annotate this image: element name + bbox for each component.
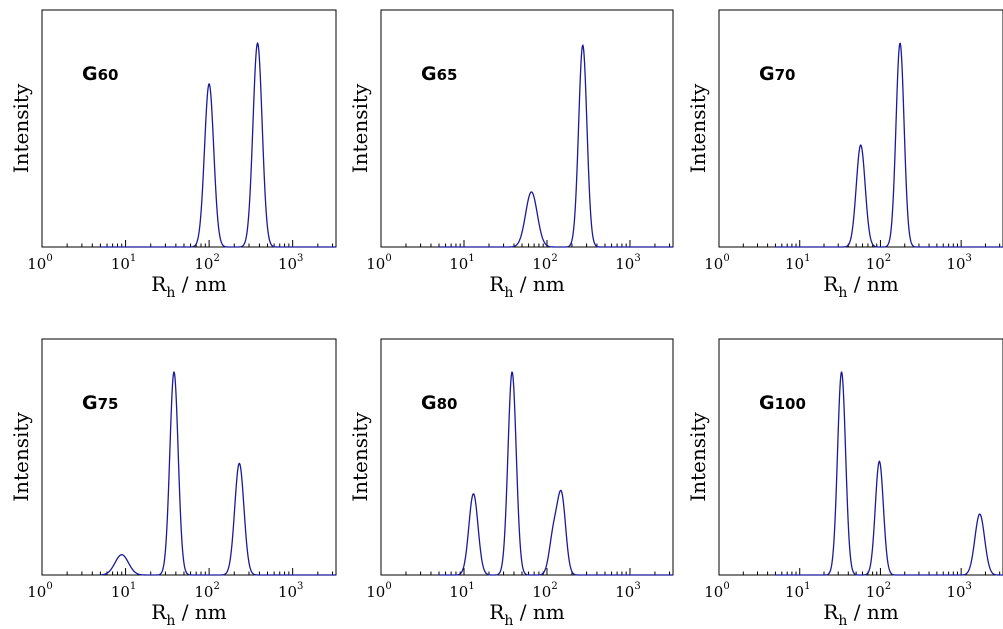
- distribution-curve: [439, 371, 673, 576]
- y-axis-label: Intensity: [686, 412, 710, 502]
- panel-label: G65: [421, 63, 457, 85]
- x-tick-label: 100: [704, 581, 729, 601]
- plot-frame: [718, 9, 1003, 248]
- plot-frame: [41, 9, 337, 248]
- x-axis-label: Rh / nm: [489, 600, 564, 629]
- x-tick-label: 102: [532, 581, 557, 601]
- x-tick-label: 102: [866, 581, 891, 601]
- chart-panel-65: 100 101 102 103 Rh / nm Intensity G65: [348, 9, 674, 301]
- x-tick-label: 100: [27, 581, 52, 601]
- y-axis-label: Intensity: [348, 412, 372, 502]
- distribution-curve: [775, 42, 1003, 248]
- panel-label: G80: [421, 392, 457, 414]
- x-tick-label: 100: [366, 253, 391, 273]
- distribution-curve: [439, 44, 673, 248]
- plot-frame: [380, 338, 674, 576]
- x-tick-label: 102: [866, 253, 891, 273]
- y-axis-label: Intensity: [9, 83, 33, 173]
- plot-frame: [380, 9, 674, 248]
- chart-panel-60: 100 101 102 103 Rh / nm Intensity G60: [9, 9, 337, 301]
- x-axis-label: Rh / nm: [151, 272, 226, 301]
- x-tick-label: 101: [111, 253, 136, 273]
- x-tick-label: 103: [278, 253, 303, 273]
- panel-label: G60: [82, 63, 118, 85]
- y-axis-label: Intensity: [686, 83, 710, 173]
- x-tick-label: 101: [785, 581, 810, 601]
- x-tick-label: 101: [785, 253, 810, 273]
- plot-frame: [41, 338, 337, 576]
- x-axis-label: Rh / nm: [489, 272, 564, 301]
- chart-panel-70: 100 101 102 103 Rh / nm Intensity G70: [686, 9, 1003, 301]
- x-tick-label: 101: [111, 581, 136, 601]
- x-axis-label: Rh / nm: [823, 600, 898, 629]
- x-tick-label: 103: [615, 253, 640, 273]
- y-axis-label: Intensity: [9, 412, 33, 502]
- panel-label: G70: [759, 63, 795, 85]
- panel-label: G75: [82, 392, 118, 414]
- y-axis-label: Intensity: [348, 83, 372, 173]
- x-tick-label: 102: [194, 581, 219, 601]
- x-axis-label: Rh / nm: [823, 272, 898, 301]
- panel-label: G100: [759, 392, 806, 414]
- distribution-curve: [775, 371, 1003, 576]
- x-tick-label: 102: [532, 253, 557, 273]
- x-tick-label: 103: [946, 581, 971, 601]
- distribution-curve: [100, 42, 336, 248]
- x-tick-label: 100: [704, 253, 729, 273]
- plot-frame: [718, 338, 1003, 576]
- x-axis-label: Rh / nm: [151, 600, 226, 629]
- x-tick-label: 101: [449, 581, 474, 601]
- x-tick-label: 100: [27, 253, 52, 273]
- x-tick-label: 103: [946, 253, 971, 273]
- x-tick-label: 100: [366, 581, 391, 601]
- x-tick-label: 102: [194, 253, 219, 273]
- distribution-curve: [100, 371, 336, 576]
- chart-panel-100: 100 101 102 103 Rh / nm Intensity G100: [686, 338, 1003, 629]
- x-tick-label: 103: [615, 581, 640, 601]
- x-tick-label: 103: [278, 581, 303, 601]
- x-tick-label: 101: [449, 253, 474, 273]
- chart-panel-75: 100 101 102 103 Rh / nm Intensity G75: [9, 338, 337, 629]
- chart-panel-80: 100 101 102 103 Rh / nm Intensity G80: [348, 338, 674, 629]
